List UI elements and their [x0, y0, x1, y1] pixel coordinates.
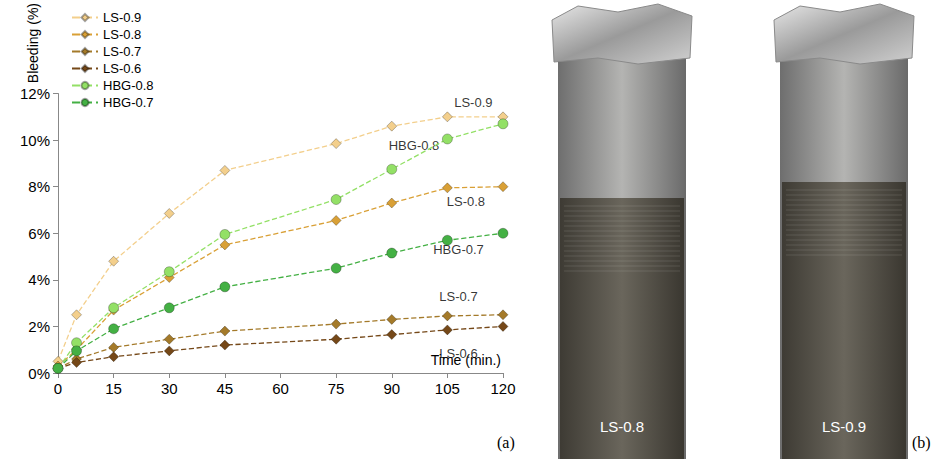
svg-text:15: 15: [105, 380, 122, 397]
svg-text:LS-0.8: LS-0.8: [447, 194, 485, 209]
svg-text:0%: 0%: [28, 365, 50, 382]
svg-text:LS-0.8: LS-0.8: [103, 27, 141, 42]
svg-text:LS-0.9: LS-0.9: [454, 95, 492, 110]
svg-text:8%: 8%: [28, 178, 50, 195]
svg-text:LS-0.9: LS-0.9: [103, 10, 141, 25]
svg-text:45: 45: [217, 380, 234, 397]
svg-text:LS-0.6: LS-0.6: [439, 346, 477, 361]
svg-text:HBG-0.7: HBG-0.7: [103, 95, 154, 110]
svg-text:105: 105: [435, 380, 460, 397]
svg-text:0: 0: [54, 380, 62, 397]
svg-text:60: 60: [272, 380, 289, 397]
svg-text:LS-0.6: LS-0.6: [103, 61, 141, 76]
svg-text:LS-0.9: LS-0.9: [822, 418, 866, 435]
svg-text:75: 75: [328, 380, 345, 397]
svg-text:120: 120: [490, 380, 515, 397]
svg-text:4%: 4%: [28, 271, 50, 288]
svg-text:10%: 10%: [20, 132, 50, 149]
svg-text:Bleeding (%): Bleeding (%): [25, 3, 41, 83]
svg-text:90: 90: [383, 380, 400, 397]
svg-text:LS-0.8: LS-0.8: [600, 418, 644, 435]
svg-text:6%: 6%: [28, 225, 50, 242]
svg-text:30: 30: [161, 380, 178, 397]
svg-text:2%: 2%: [28, 318, 50, 335]
html-text:(b): (b): [912, 434, 931, 451]
svg-text:LS-0.7: LS-0.7: [103, 44, 141, 59]
svg-text:12%: 12%: [20, 85, 50, 102]
svg-text:HBG-0.7: HBG-0.7: [433, 242, 484, 257]
html-text:(a): (a): [497, 434, 515, 451]
svg-text:HBG-0.8: HBG-0.8: [103, 78, 154, 93]
svg-text:HBG-0.8: HBG-0.8: [389, 138, 440, 153]
svg-text:LS-0.7: LS-0.7: [439, 289, 477, 304]
